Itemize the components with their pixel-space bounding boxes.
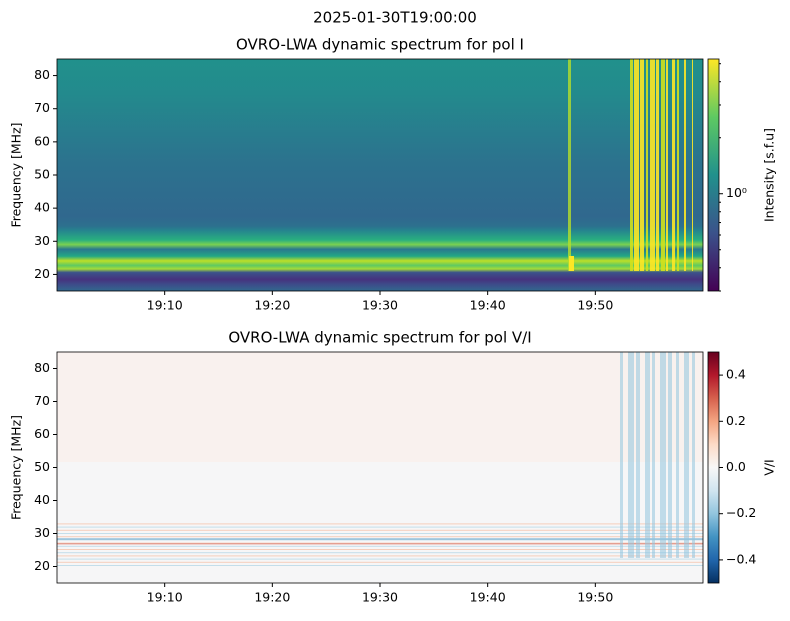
burst bbox=[692, 352, 695, 558]
stripe bbox=[57, 543, 703, 545]
stripe bbox=[57, 555, 703, 557]
stripe bbox=[57, 549, 703, 550]
stripe bbox=[57, 538, 703, 540]
y-tick-label: 60 bbox=[34, 133, 50, 148]
colorbar-tick-label: 0.4 bbox=[726, 367, 746, 382]
y-axis-label: Frequency [MHz] bbox=[9, 122, 24, 227]
x-tick-label: 19:30 bbox=[362, 590, 398, 605]
colorbar-label: V/I bbox=[762, 459, 777, 475]
x-tick-label: 19:50 bbox=[577, 298, 613, 313]
y-tick-label: 40 bbox=[34, 492, 50, 507]
panel-title: OVRO-LWA dynamic spectrum for pol V/I bbox=[228, 329, 531, 347]
colorbar bbox=[707, 351, 720, 584]
burst bbox=[646, 59, 648, 271]
stripe bbox=[57, 533, 703, 534]
y-tick-label: 40 bbox=[34, 200, 50, 215]
burst bbox=[636, 352, 640, 558]
panel-title: OVRO-LWA dynamic spectrum for pol I bbox=[236, 36, 524, 54]
y-axis-label: Frequency [MHz] bbox=[9, 415, 24, 520]
x-tick-label: 19:50 bbox=[577, 590, 613, 605]
y-tick-label: 60 bbox=[34, 426, 50, 441]
burst bbox=[684, 59, 686, 271]
stripe bbox=[57, 552, 703, 554]
colorbar-tick-label: 0.2 bbox=[726, 413, 746, 428]
colorbar-label: Intensity [s.f.u] bbox=[762, 128, 777, 222]
x-tick-label: 19:30 bbox=[362, 298, 398, 313]
burst bbox=[569, 256, 574, 271]
stripe bbox=[57, 565, 703, 566]
y-tick-label: 30 bbox=[34, 233, 50, 248]
burst bbox=[661, 59, 665, 271]
colorbar-tick-label: −0.4 bbox=[726, 551, 756, 566]
burst bbox=[660, 352, 666, 558]
burst bbox=[640, 59, 644, 271]
x-tick-label: 19:20 bbox=[254, 590, 290, 605]
y-tick-label: 70 bbox=[34, 393, 50, 408]
colorbar-tick-label: −0.2 bbox=[726, 505, 756, 520]
y-tick-label: 80 bbox=[34, 67, 50, 82]
stripe bbox=[57, 529, 703, 531]
y-tick-label: 80 bbox=[34, 360, 50, 375]
x-tick-label: 19:40 bbox=[470, 590, 506, 605]
burst bbox=[628, 352, 634, 558]
burst bbox=[656, 59, 659, 271]
y-tick-label: 50 bbox=[34, 459, 50, 474]
stripe bbox=[57, 536, 703, 538]
y-tick-label: 30 bbox=[34, 525, 50, 540]
colorbar-tick-label: 10⁰ bbox=[726, 185, 747, 200]
burst bbox=[630, 59, 633, 271]
spectrum-bg bbox=[57, 59, 703, 291]
burst bbox=[676, 352, 679, 558]
burst bbox=[684, 352, 689, 558]
x-tick-label: 19:20 bbox=[254, 298, 290, 313]
burst bbox=[672, 59, 675, 271]
stripe bbox=[57, 558, 703, 560]
burst bbox=[645, 352, 650, 558]
stripe bbox=[57, 523, 703, 525]
burst bbox=[634, 59, 639, 271]
suptitle: 2025-01-30T19:00:00 bbox=[313, 9, 477, 27]
burst bbox=[666, 59, 668, 271]
stripe bbox=[57, 539, 703, 541]
burst bbox=[650, 59, 655, 271]
x-tick-label: 19:10 bbox=[147, 590, 183, 605]
y-tick-label: 20 bbox=[34, 266, 50, 281]
burst bbox=[677, 59, 679, 271]
y-tick-label: 70 bbox=[34, 100, 50, 115]
y-tick-label: 20 bbox=[34, 558, 50, 573]
burst bbox=[620, 352, 623, 558]
colorbar-tick-label: 0.0 bbox=[726, 459, 746, 474]
burst bbox=[668, 352, 672, 558]
stripe bbox=[57, 526, 703, 528]
spectrum-tint bbox=[57, 352, 703, 462]
x-tick-label: 19:10 bbox=[147, 298, 183, 313]
burst bbox=[652, 352, 655, 558]
x-tick-label: 19:40 bbox=[470, 298, 506, 313]
y-tick-label: 50 bbox=[34, 167, 50, 182]
burst bbox=[568, 59, 571, 271]
burst bbox=[692, 59, 693, 271]
stripe bbox=[57, 561, 703, 563]
colorbar bbox=[707, 58, 720, 292]
stripe bbox=[57, 545, 703, 547]
